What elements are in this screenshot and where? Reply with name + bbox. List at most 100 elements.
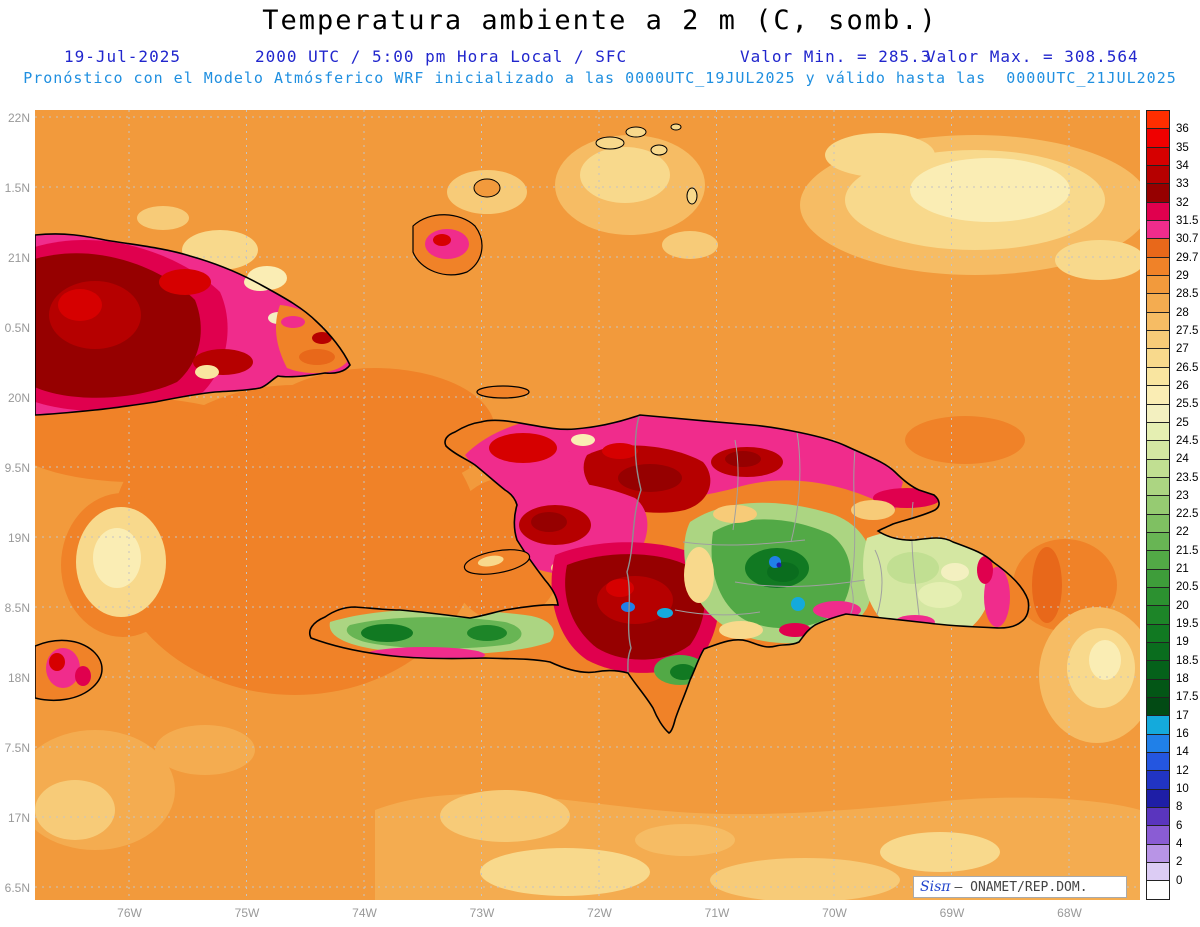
bahamas-islands <box>412 123 698 276</box>
colorbar-cell <box>1147 495 1169 514</box>
colorbar-tick-label: 25 <box>1176 416 1189 429</box>
colorbar-tick-label: 6 <box>1176 819 1183 832</box>
colorbar-cell <box>1147 788 1169 808</box>
colorbar: 36 35 34 33 32 31.5 30.7 29.7 29 28.5 28 27.5 27 26.5… <box>1146 110 1200 900</box>
gonave-island <box>463 549 531 575</box>
hispaniola-landmass <box>308 385 1030 734</box>
colorbar-cell <box>1147 111 1169 129</box>
colorbar-tick-label: 24.5 <box>1176 434 1199 447</box>
colorbar-cell <box>1147 201 1169 221</box>
colorbar-tick-label: 30.7 <box>1176 233 1199 246</box>
colorbar-tick-label: 21.5 <box>1176 544 1199 557</box>
colorbar-cell <box>1147 293 1169 312</box>
colorbar-tick-label: 12 <box>1176 764 1189 777</box>
colorbar-cell <box>1147 220 1169 239</box>
colorbar-tick-label: 19 <box>1176 636 1189 649</box>
colorbar-tick-label: 22 <box>1176 526 1189 539</box>
x-axis-label: 74W <box>352 906 377 920</box>
colorbar-cell <box>1147 843 1169 863</box>
colorbar-tick-label: 17.5 <box>1176 691 1199 704</box>
colorbar-tick-label: 20.5 <box>1176 581 1199 594</box>
colorbar-tick-label: 27 <box>1176 343 1189 356</box>
colorbar-tick-label: 23 <box>1176 489 1189 502</box>
credit-box: Sisπ – ONAMET/REP.DOM. <box>913 876 1127 898</box>
colorbar-cell <box>1147 715 1169 734</box>
y-axis-label: 9.5N <box>4 461 30 475</box>
x-axis-label: 76W <box>117 906 142 920</box>
colorbar-cell <box>1147 385 1169 404</box>
grid-lines <box>35 110 1140 900</box>
colorbar-tick-label: 17 <box>1176 709 1189 722</box>
colorbar-cell <box>1147 770 1169 789</box>
y-axis-label: 1.5N <box>4 181 30 195</box>
colorbar-cell <box>1147 476 1169 496</box>
colorbar-cell <box>1147 752 1169 771</box>
colorbar-cell <box>1147 862 1169 881</box>
colorbar-cell <box>1147 678 1169 697</box>
x-axis-label: 70W <box>822 906 847 920</box>
colorbar-tick-label: 14 <box>1176 746 1189 759</box>
valid-time: 2000 UTC / 5:00 pm Hora Local / SFC <box>255 47 628 66</box>
colorbar-cell <box>1147 825 1169 844</box>
colorbar-tick-label: 4 <box>1176 838 1183 851</box>
colorbar-cell <box>1147 531 1169 551</box>
colorbar-cell <box>1147 733 1169 753</box>
colorbar-tick-label: 33 <box>1176 178 1189 191</box>
colorbar-cell <box>1147 128 1169 147</box>
colorbar-cell <box>1147 421 1169 441</box>
cuba-landmass <box>35 233 351 416</box>
admin-boundaries <box>626 415 920 674</box>
x-axis-label: 71W <box>704 906 730 920</box>
x-axis-label: 73W <box>469 906 495 920</box>
sispi-logo: Sisπ <box>920 879 951 895</box>
colorbar-cell <box>1147 880 1169 899</box>
y-axis-label: 0.5N <box>4 321 30 335</box>
colorbar-tick-label: 31.5 <box>1176 214 1199 227</box>
colorbar-cell <box>1147 311 1169 331</box>
y-axis-label: 22N <box>7 111 30 125</box>
colorbar-tick-label: 26 <box>1176 379 1189 392</box>
colorbar-cell <box>1147 256 1169 276</box>
colorbar-tick-label: 19.5 <box>1176 618 1199 631</box>
colorbar-tick-label: 2 <box>1176 856 1183 869</box>
value-max: Valor Max. = 308.564 <box>926 47 1139 66</box>
y-axis-label: 8.5N <box>4 601 30 615</box>
colorbar-cell <box>1147 550 1169 569</box>
x-axis-label: 68W <box>1057 906 1082 920</box>
colorbar-cell <box>1147 165 1169 184</box>
x-axis-label: 69W <box>939 906 965 920</box>
colorbar-cell <box>1147 623 1169 642</box>
page-title: Temperatura ambiente a 2 m (C, somb.) <box>262 5 938 36</box>
map-canvas <box>35 110 1140 900</box>
colorbar-cell <box>1147 440 1169 459</box>
colorbar-cell <box>1147 697 1169 716</box>
forecast-description: Pronóstico con el Modelo Atmósferico WRF… <box>23 69 1177 87</box>
value-min: Valor Min. = 285.3 <box>740 47 932 66</box>
colorbar-tick-label: 25.5 <box>1176 398 1199 411</box>
colorbar-cell <box>1147 605 1169 624</box>
colorbar-tick-label: 16 <box>1176 728 1189 741</box>
colorbar-tick-label: 24 <box>1176 453 1189 466</box>
colorbar-tick-label: 10 <box>1176 783 1189 796</box>
colorbar-cell <box>1147 458 1169 477</box>
y-axis-label: 21N <box>7 251 30 265</box>
colorbar-tick-label: 29.7 <box>1176 251 1199 264</box>
colorbar-cell <box>1147 146 1169 166</box>
colorbar-tick-label: 32 <box>1176 196 1189 209</box>
colorbar-tick-label: 18.5 <box>1176 654 1199 667</box>
tortuga-island <box>476 385 530 399</box>
y-axis-label: 20N <box>7 391 30 405</box>
colorbar-cell <box>1147 275 1169 294</box>
colorbar-tick-label: 20 <box>1176 599 1189 612</box>
colorbar-cell <box>1147 586 1169 606</box>
colorbar-cells <box>1146 110 1170 900</box>
colorbar-cell <box>1147 330 1169 349</box>
x-axis-label: 75W <box>234 906 260 920</box>
colorbar-tick-label: 28 <box>1176 306 1189 319</box>
colorbar-tick-label: 28.5 <box>1176 288 1199 301</box>
colorbar-tick-label: 35 <box>1176 141 1189 154</box>
jamaica-landmass <box>35 639 103 701</box>
colorbar-cell <box>1147 348 1169 367</box>
colorbar-cell <box>1147 807 1169 826</box>
